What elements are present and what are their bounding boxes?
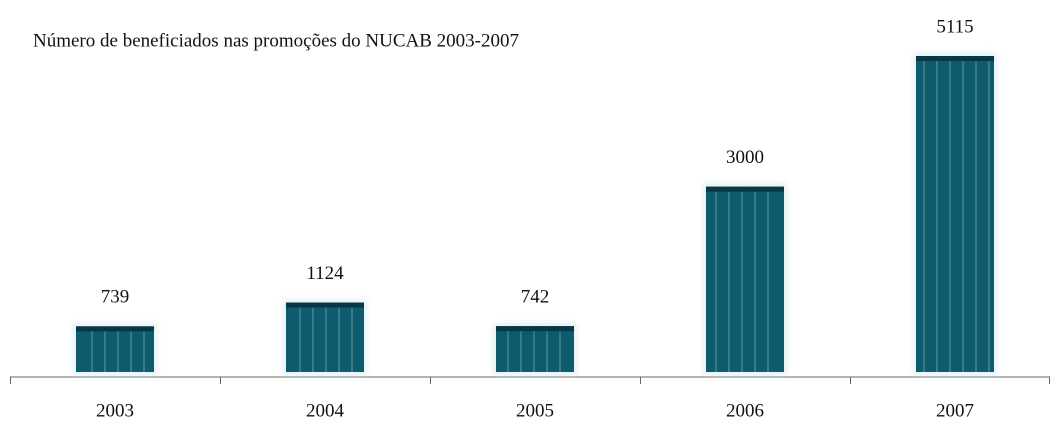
bar-cap (706, 186, 784, 192)
bar-cap (286, 302, 364, 308)
bar-stripes (710, 186, 780, 372)
x-tick-label: 2005 (516, 400, 554, 421)
bar-stripes (920, 56, 990, 372)
chart-title: Número de beneficiados nas promoções do … (33, 30, 519, 51)
x-tick-label: 2007 (936, 400, 974, 421)
bar-stripes (290, 302, 360, 372)
data-label: 739 (101, 287, 130, 308)
x-tick-label: 2003 (96, 400, 134, 421)
bar-cap (76, 326, 154, 332)
bar-stripes (500, 326, 570, 372)
data-label: 742 (521, 287, 550, 308)
bar-cap (496, 326, 574, 332)
data-label: 5115 (936, 16, 973, 37)
bar-cap (916, 56, 994, 61)
data-label: 3000 (726, 147, 764, 168)
x-axis (10, 376, 1050, 384)
x-tick-label: 2006 (726, 400, 764, 421)
data-label: 1124 (306, 263, 344, 284)
bar-stripes (80, 326, 150, 372)
x-tick-label: 2004 (306, 400, 345, 421)
